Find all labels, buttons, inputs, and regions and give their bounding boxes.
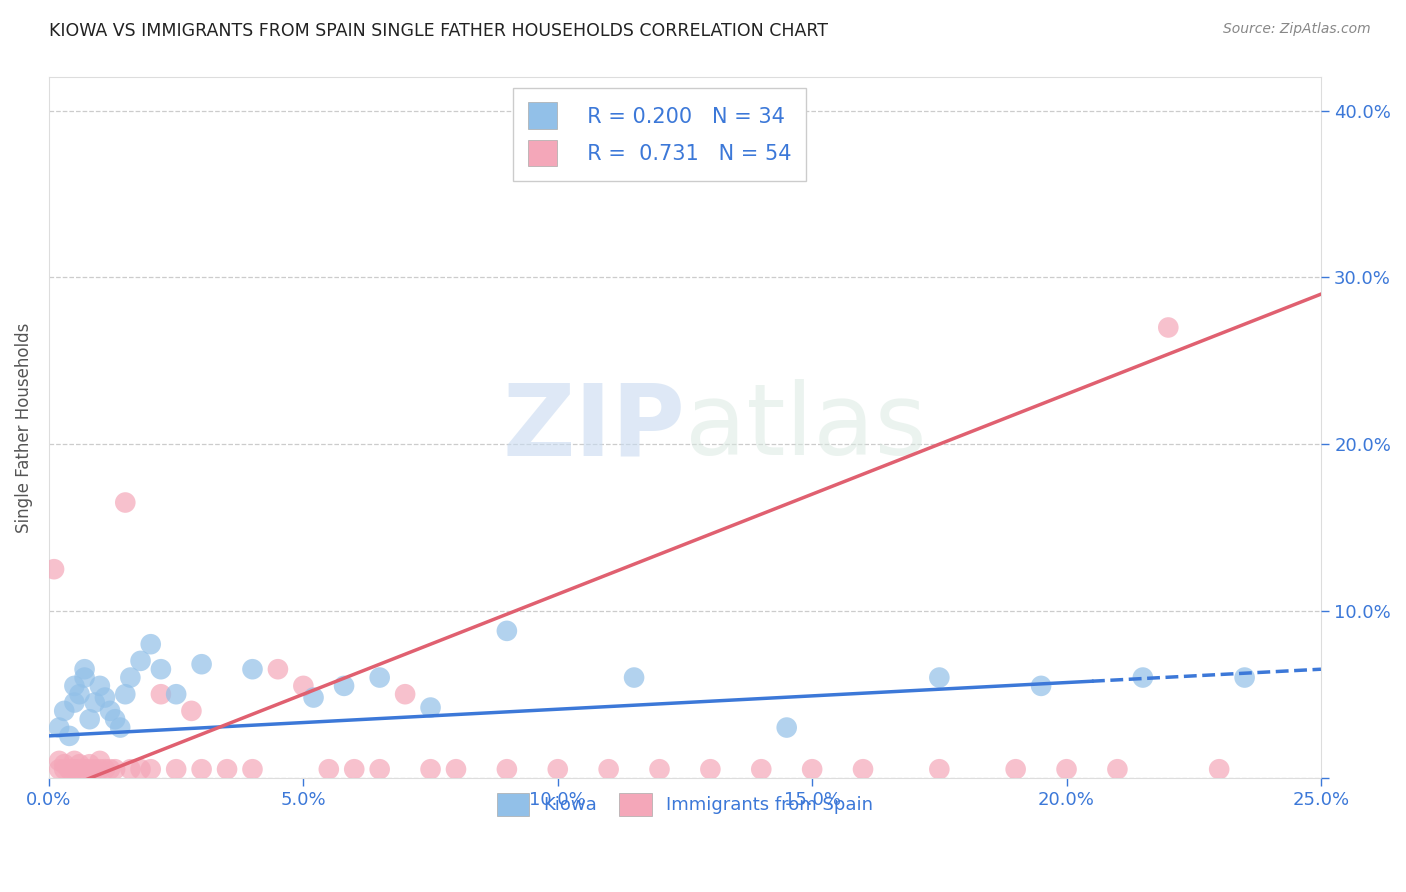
Point xyxy=(63,696,86,710)
Point xyxy=(98,704,121,718)
Point xyxy=(444,762,467,776)
Point xyxy=(63,762,86,776)
Point xyxy=(623,671,645,685)
Point xyxy=(333,679,356,693)
Point xyxy=(749,762,772,776)
Point xyxy=(190,657,212,672)
Point xyxy=(1132,671,1154,685)
Point xyxy=(242,762,264,776)
Point xyxy=(928,762,950,776)
Point xyxy=(73,662,96,676)
Point xyxy=(1233,671,1256,685)
Point xyxy=(547,762,569,776)
Point xyxy=(139,637,162,651)
Point xyxy=(1208,762,1230,776)
Point xyxy=(53,762,76,776)
Legend: Kiowa, Immigrants from Spain: Kiowa, Immigrants from Spain xyxy=(488,784,882,824)
Point xyxy=(165,687,187,701)
Point xyxy=(215,762,238,776)
Point xyxy=(69,687,91,701)
Point xyxy=(149,662,172,676)
Point xyxy=(368,671,391,685)
Text: KIOWA VS IMMIGRANTS FROM SPAIN SINGLE FATHER HOUSEHOLDS CORRELATION CHART: KIOWA VS IMMIGRANTS FROM SPAIN SINGLE FA… xyxy=(49,22,828,40)
Point xyxy=(104,712,127,726)
Point xyxy=(242,662,264,676)
Point xyxy=(496,762,519,776)
Point xyxy=(496,624,519,638)
Point xyxy=(73,762,96,776)
Point xyxy=(267,662,290,676)
Point xyxy=(776,721,799,735)
Point xyxy=(89,679,111,693)
Text: ZIP: ZIP xyxy=(502,379,685,476)
Point xyxy=(48,721,70,735)
Point xyxy=(394,687,416,701)
Point xyxy=(149,687,172,701)
Point xyxy=(343,762,366,776)
Point xyxy=(53,757,76,772)
Point xyxy=(419,762,441,776)
Point xyxy=(58,762,80,776)
Point xyxy=(42,562,65,576)
Point xyxy=(1056,762,1078,776)
Point xyxy=(190,762,212,776)
Point xyxy=(419,700,441,714)
Point xyxy=(98,762,121,776)
Text: atlas: atlas xyxy=(685,379,927,476)
Point xyxy=(801,762,824,776)
Point xyxy=(63,679,86,693)
Point xyxy=(94,762,117,776)
Point xyxy=(598,762,620,776)
Point xyxy=(120,671,142,685)
Point xyxy=(1004,762,1026,776)
Point xyxy=(368,762,391,776)
Point xyxy=(53,704,76,718)
Point xyxy=(83,696,105,710)
Point xyxy=(69,757,91,772)
Point xyxy=(104,762,127,776)
Point xyxy=(48,762,70,776)
Point xyxy=(648,762,671,776)
Point xyxy=(58,729,80,743)
Point xyxy=(1107,762,1129,776)
Point xyxy=(63,762,86,776)
Point xyxy=(73,762,96,776)
Point xyxy=(79,712,101,726)
Point xyxy=(114,687,136,701)
Point xyxy=(180,704,202,718)
Point xyxy=(89,762,111,776)
Point xyxy=(1029,679,1052,693)
Point xyxy=(292,679,315,693)
Point xyxy=(79,757,101,772)
Point xyxy=(928,671,950,685)
Point xyxy=(139,762,162,776)
Point xyxy=(165,762,187,776)
Point xyxy=(83,762,105,776)
Point xyxy=(73,671,96,685)
Point xyxy=(48,754,70,768)
Text: Source: ZipAtlas.com: Source: ZipAtlas.com xyxy=(1223,22,1371,37)
Point xyxy=(129,762,152,776)
Point xyxy=(699,762,721,776)
Point xyxy=(69,762,91,776)
Point xyxy=(1157,320,1180,334)
Point xyxy=(89,754,111,768)
Point xyxy=(63,754,86,768)
Point xyxy=(120,762,142,776)
Point xyxy=(94,690,117,705)
Point xyxy=(852,762,875,776)
Point xyxy=(302,690,325,705)
Point xyxy=(79,762,101,776)
Point xyxy=(318,762,340,776)
Y-axis label: Single Father Households: Single Father Households xyxy=(15,322,32,533)
Point xyxy=(129,654,152,668)
Point xyxy=(114,495,136,509)
Point xyxy=(108,721,131,735)
Point xyxy=(58,762,80,776)
